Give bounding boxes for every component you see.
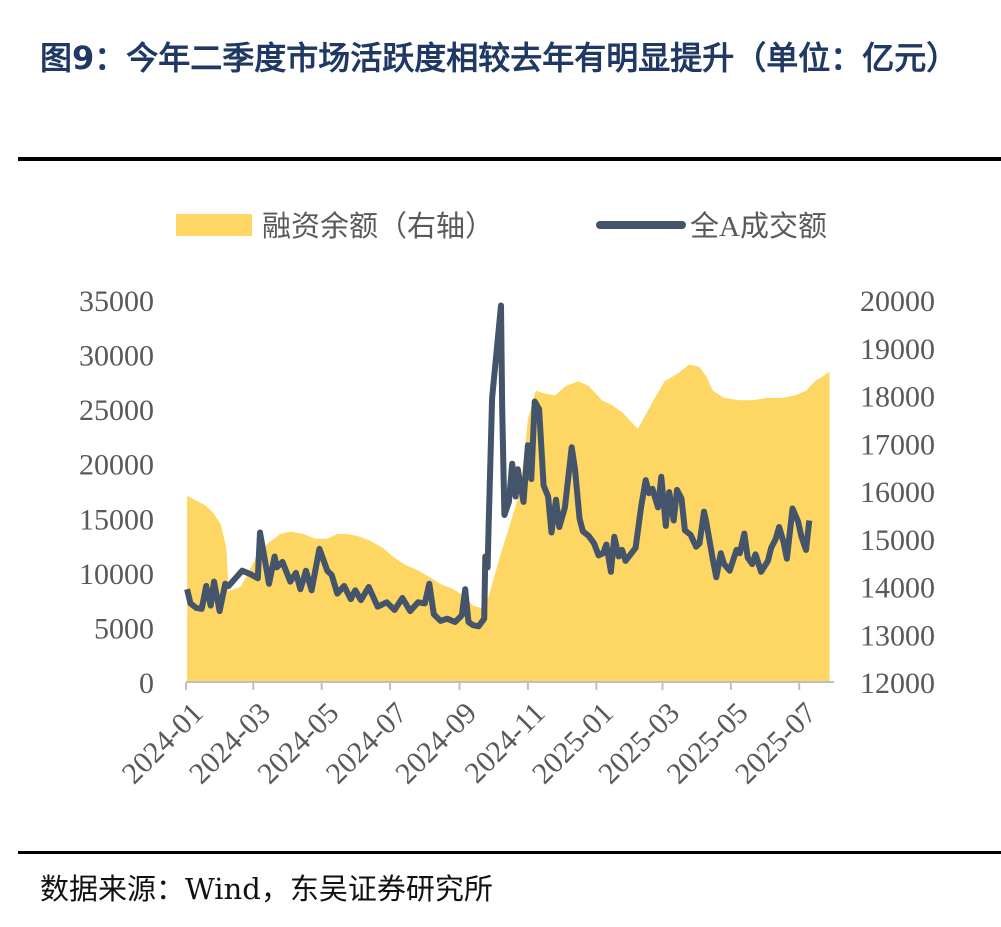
line-layer (184, 302, 813, 630)
legend-label-line: 全A成交额 (690, 210, 827, 243)
top-rule (18, 157, 1001, 161)
right-tick-label: 15000 (860, 524, 935, 557)
left-tick-label: 20000 (79, 449, 154, 482)
left-tick-label: 35000 (79, 285, 154, 318)
right-tick-label: 14000 (860, 572, 935, 605)
right-tick-label: 13000 (860, 619, 935, 652)
area-layer (187, 364, 830, 682)
legend-swatch-area (176, 214, 252, 236)
series-turnover-line (184, 302, 813, 630)
right-tick-label: 18000 (860, 381, 935, 414)
left-tick-label: 25000 (79, 394, 154, 427)
right-tick-label: 17000 (860, 428, 935, 461)
series-margin-balance-area (187, 364, 830, 682)
right-tick-label: 19000 (860, 333, 935, 366)
chart-legend: 融资余额（右轴） 全A成交额 (176, 210, 827, 243)
left-tick-label: 15000 (79, 503, 154, 536)
right-tick-label: 12000 (860, 667, 935, 700)
bottom-rule (18, 851, 1001, 854)
right-tick-label: 20000 (860, 285, 935, 318)
left-tick-label: 5000 (94, 612, 154, 645)
chart: 融资余额（右轴） 全A成交额 0 5000 10000 15000 20000 25000… (79, 210, 935, 790)
left-tick-label: 0 (139, 667, 154, 700)
source-note: 数据来源：Wind，东吴证券研究所 (40, 872, 493, 906)
right-tick-label: 16000 (860, 476, 935, 509)
chart-title: 图9：今年二季度市场活跃度相较去年有明显提升（单位：亿元） (40, 39, 959, 77)
left-tick-label: 30000 (79, 340, 154, 373)
legend-label-area: 融资余额（右轴） (262, 210, 494, 243)
left-tick-label: 10000 (79, 558, 154, 591)
